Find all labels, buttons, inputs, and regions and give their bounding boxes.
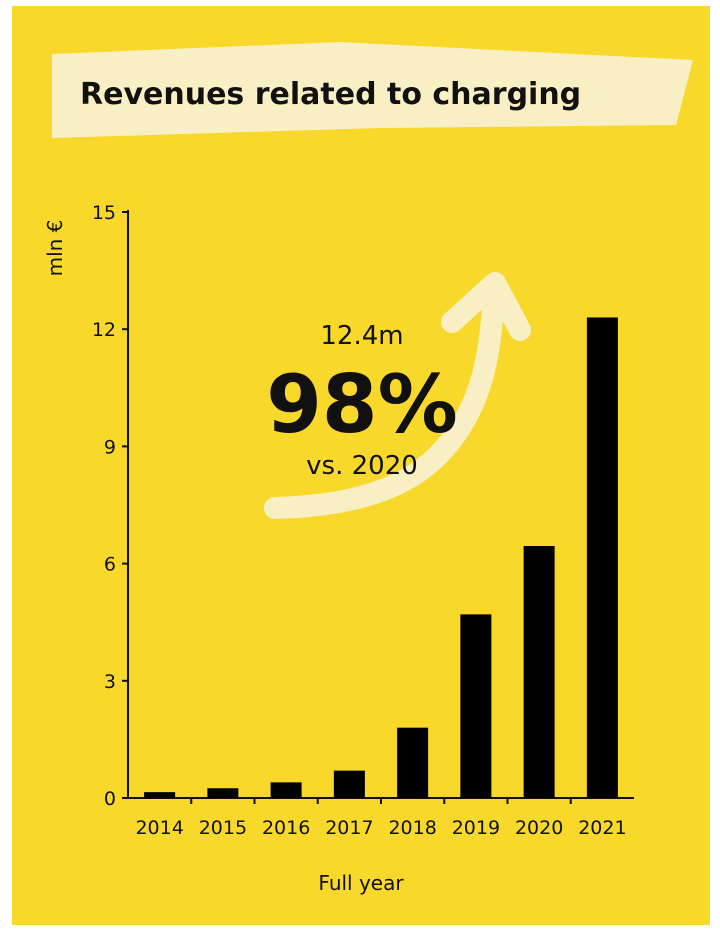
x-ticks: 2014 2015 2016 2017 2018 2019 2020 2021 [135,798,627,839]
bar-2021 [586,317,618,798]
bar-2019 [460,614,492,798]
chart-title: Revenues related to charging [80,77,581,112]
y-tick-label: 12 [92,319,116,341]
y-tick-label: 6 [104,554,116,576]
y-tick-label: 0 [104,788,116,810]
up-arrow-icon [264,272,531,519]
bar-2018 [397,727,429,798]
x-axis-title: Full year [318,871,404,895]
y-tick-label: 15 [92,202,116,224]
callout-percent: 98% [266,358,457,451]
x-tick-label: 2019 [452,817,500,839]
bar-2015 [207,788,239,798]
bar-2017 [333,770,365,798]
y-tick-label: 3 [104,671,116,693]
x-tick-label: 2015 [199,817,247,839]
title-banner [52,42,693,138]
bar-2014 [144,792,176,798]
y-ticks: 0 3 6 9 12 15 [92,202,128,810]
x-tick-label: 2018 [388,817,436,839]
x-tick-label: 2017 [325,817,373,839]
y-tick-label: 9 [104,436,116,458]
x-tick-label: 2014 [135,817,183,839]
bars [144,317,618,798]
x-tick-label: 2021 [578,817,626,839]
x-tick-label: 2016 [262,817,310,839]
callout-comparison: vs. 2020 [306,451,418,481]
y-axis-title: mln € [43,220,67,277]
bar-2020 [523,546,555,798]
bar-2016 [270,782,302,798]
x-tick-label: 2020 [515,817,563,839]
callout-value: 12.4m [320,321,403,351]
